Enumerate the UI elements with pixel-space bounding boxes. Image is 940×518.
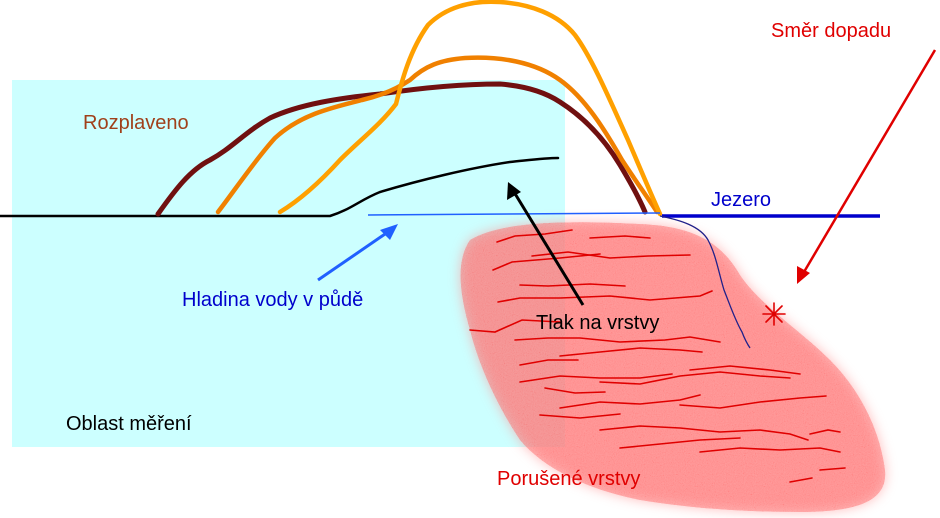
ground-line [0,156,560,218]
outline-light [277,0,663,217]
water-table-arrow [317,224,398,282]
water-table-line [367,212,661,216]
asterisk-icon [762,302,786,326]
outline-mid [215,55,660,215]
lake-shore [659,215,751,349]
label-rozplaveno: Rozplaveno [83,112,189,134]
label-hladina-vody: Hladina vody v půdě [182,289,364,311]
label-oblast-mereni: Oblast měření [66,413,192,435]
impact-direction-arrow [797,49,937,284]
label-porusene-vrstvy: Porušené vrstvy [497,468,641,490]
pressure-arrow [507,182,585,306]
outline-dark [155,81,648,217]
damaged-layers-texture [460,222,886,512]
label-tlak-na-vrstvy: Tlak na vrstvy [536,312,660,334]
crack-lines [469,229,846,483]
label-jezero: Jezero [711,189,772,211]
damaged-layers-zone [460,222,886,512]
label-smer-dopadu: Směr dopadu [771,20,892,42]
